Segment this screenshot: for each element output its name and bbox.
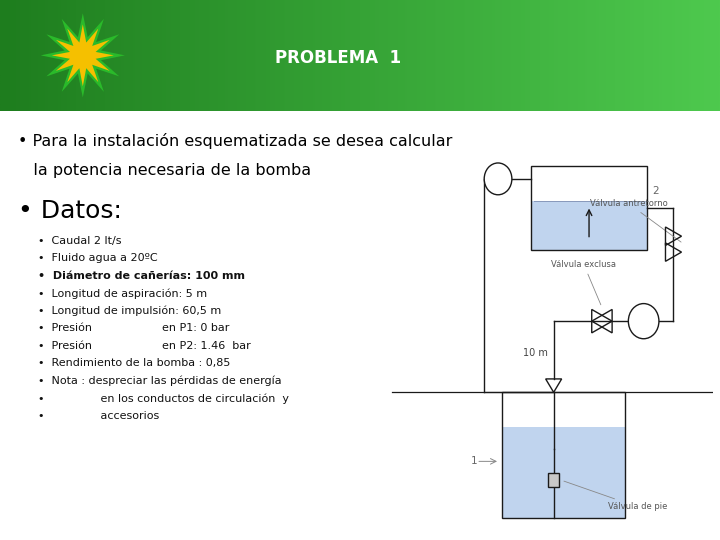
Text: •  Longitud de impulsión: 60,5 m: • Longitud de impulsión: 60,5 m: [38, 306, 221, 316]
Text: Válvula antretorno: Válvula antretorno: [590, 199, 681, 242]
Text: • Para la instalación esquematizada se desea calcular: • Para la instalación esquematizada se d…: [18, 133, 452, 149]
Text: •                en los conductos de circulación  y: • en los conductos de circulación y: [38, 393, 289, 404]
Text: 2: 2: [653, 186, 660, 197]
Bar: [531, 166, 647, 250]
Polygon shape: [41, 14, 125, 97]
Text: •  Fluido agua a 20ºC: • Fluido agua a 20ºC: [38, 253, 158, 263]
Text: •  Rendimiento de la bomba : 0,85: • Rendimiento de la bomba : 0,85: [38, 358, 230, 368]
Text: la potencia necesaria de la bomba: la potencia necesaria de la bomba: [18, 163, 311, 178]
Text: •  Caudal 2 lt/s: • Caudal 2 lt/s: [38, 235, 122, 246]
Text: •  Presión                    en P2: 1.46  bar: • Presión en P2: 1.46 bar: [38, 341, 251, 350]
Bar: [548, 474, 559, 487]
Bar: [502, 428, 626, 518]
Text: •                accesorios: • accesorios: [38, 411, 159, 421]
Text: •  Diámetro de cañerías: 100 mm: • Diámetro de cañerías: 100 mm: [38, 271, 245, 281]
Polygon shape: [52, 24, 114, 86]
Text: Válvula de pie: Válvula de pie: [564, 481, 667, 511]
Bar: [502, 392, 626, 518]
Bar: [531, 201, 647, 250]
Text: •  Nota : despreciar las pérdidas de energía: • Nota : despreciar las pérdidas de ener…: [38, 376, 282, 386]
Circle shape: [485, 163, 512, 195]
Text: 1: 1: [471, 456, 477, 467]
Text: 10 m: 10 m: [523, 348, 548, 357]
Text: •  Longitud de aspiración: 5 m: • Longitud de aspiración: 5 m: [38, 288, 207, 299]
Text: •  Presión                    en P1: 0 bar: • Presión en P1: 0 bar: [38, 323, 230, 333]
Circle shape: [629, 303, 659, 339]
Text: PROBLEMA  1: PROBLEMA 1: [275, 49, 402, 66]
Text: Válvula exclusa: Válvula exclusa: [552, 260, 616, 305]
Text: • Datos:: • Datos:: [18, 199, 122, 222]
